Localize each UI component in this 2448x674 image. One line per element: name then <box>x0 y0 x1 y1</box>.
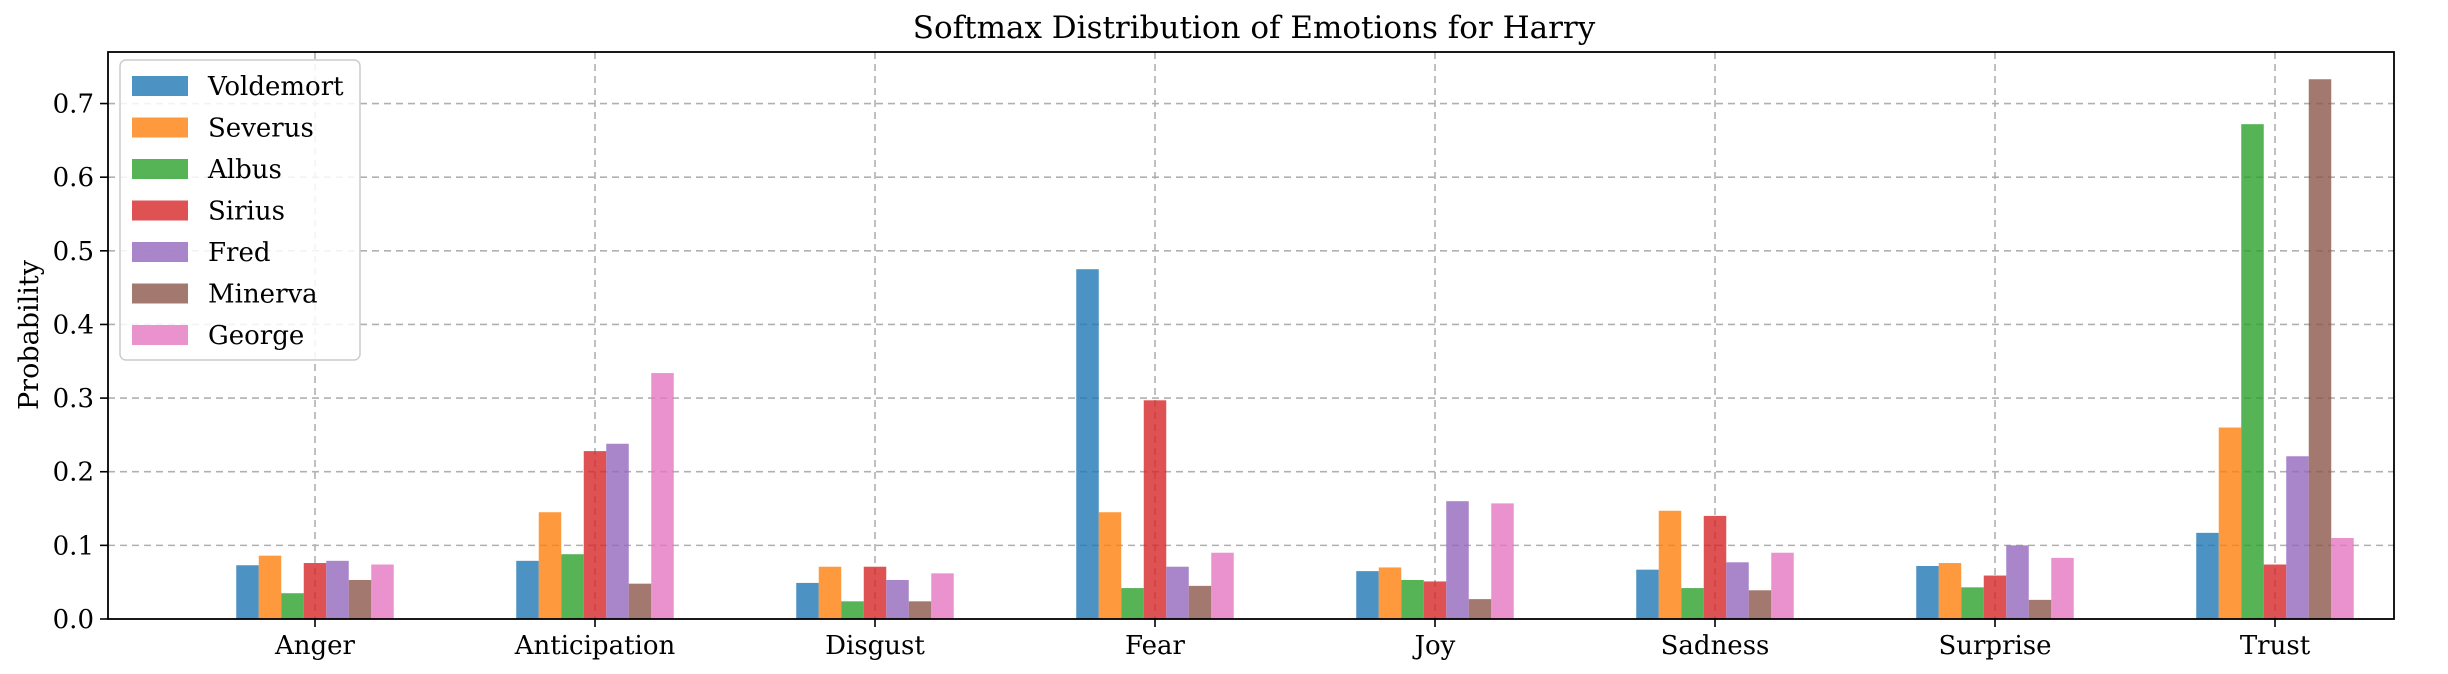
x-tick-label: Sadness <box>1661 631 1770 661</box>
bar <box>796 582 819 619</box>
bar <box>2286 456 2309 619</box>
bar <box>1681 588 1704 619</box>
x-tick-label: Anticipation <box>514 631 676 661</box>
bar <box>1658 510 1682 619</box>
bar <box>1961 587 1984 619</box>
bar <box>886 579 909 619</box>
legend-label: Minerva <box>208 280 318 310</box>
y-axis-label: Probability <box>14 259 45 410</box>
bar <box>908 601 932 619</box>
bar <box>606 443 629 619</box>
bar <box>236 565 259 619</box>
axis-ticks: 0.0 0.1 0.2 0.3 0.4 0.5 0.6 0.7 Anger Anticipatio… <box>53 90 2311 661</box>
bar <box>516 560 539 619</box>
bar <box>1983 575 2007 619</box>
bar <box>1401 579 1424 619</box>
bar <box>1938 563 1962 619</box>
legend-swatch <box>132 159 188 179</box>
bar <box>2241 124 2264 619</box>
bar <box>1098 512 1122 619</box>
bar <box>1636 569 1659 619</box>
bar <box>2006 545 2029 619</box>
bar <box>561 554 584 619</box>
bar <box>303 563 327 619</box>
bar <box>2051 557 2074 619</box>
legend-label: Albus <box>207 155 282 185</box>
legend-swatch <box>132 242 188 262</box>
y-tick-label: 0.3 <box>53 384 94 414</box>
bar <box>1121 588 1144 619</box>
bar <box>863 566 887 619</box>
y-tick-label: 0.4 <box>53 310 94 340</box>
bar <box>1143 400 1167 619</box>
grid <box>108 52 2394 619</box>
bar <box>1076 269 1099 619</box>
bar <box>2308 79 2332 619</box>
bar <box>258 555 282 619</box>
bar <box>2196 532 2219 619</box>
bar <box>2218 427 2242 619</box>
bar <box>651 373 674 619</box>
bar <box>1188 585 1212 619</box>
legend-swatch <box>132 76 188 96</box>
bar <box>2028 599 2052 619</box>
legend-swatch <box>132 325 188 345</box>
x-tick-label: Fear <box>1125 631 1186 661</box>
legend-swatch <box>132 283 188 304</box>
bar <box>1211 552 1234 619</box>
bar <box>371 564 394 619</box>
legend-label: George <box>208 321 304 351</box>
y-tick-label: 0.6 <box>53 163 94 193</box>
bar <box>1446 501 1469 619</box>
x-tick-label: Disgust <box>825 631 925 661</box>
bar <box>1748 590 1772 619</box>
x-tick-label: Trust <box>2240 631 2311 661</box>
legend-label: Severus <box>208 114 314 144</box>
legend-label: Fred <box>208 238 271 268</box>
bar <box>583 451 607 619</box>
legend-label: Voldemort <box>207 72 344 102</box>
legend: Voldemort Severus Albus Sirius Fred Minerva Ge… <box>119 59 361 361</box>
bar <box>1468 599 1492 619</box>
bar <box>281 593 304 619</box>
bar <box>1726 562 1749 619</box>
bar <box>2331 538 2354 619</box>
bar <box>326 560 349 619</box>
bar <box>1491 503 1514 619</box>
bar <box>628 583 652 619</box>
bar <box>348 579 372 619</box>
chart-title: Softmax Distribution of Emotions for Har… <box>913 10 1596 46</box>
bar <box>1916 565 1939 619</box>
y-tick-label: 0.0 <box>53 605 94 635</box>
bar <box>2263 564 2287 619</box>
x-tick-label: Joy <box>1412 631 1456 661</box>
bar <box>841 601 864 619</box>
bar <box>1423 581 1447 619</box>
y-tick-label: 0.1 <box>53 531 94 561</box>
y-tick-label: 0.2 <box>53 458 94 488</box>
bar <box>538 512 562 619</box>
bar <box>1166 566 1189 619</box>
y-tick-label: 0.7 <box>53 90 94 120</box>
bar <box>1356 571 1379 619</box>
legend-label: Sirius <box>208 197 285 227</box>
bar <box>1378 567 1402 619</box>
x-tick-label: Anger <box>274 631 356 661</box>
bars <box>236 79 2354 619</box>
y-tick-label: 0.5 <box>53 237 94 267</box>
bar <box>818 566 842 619</box>
x-tick-label: Surprise <box>1938 631 2051 661</box>
bar <box>1771 552 1794 619</box>
legend-swatch <box>132 117 188 138</box>
bar <box>931 573 954 619</box>
bar <box>1703 515 1727 619</box>
legend-swatch <box>132 200 188 221</box>
plot-frame <box>107 51 2395 620</box>
